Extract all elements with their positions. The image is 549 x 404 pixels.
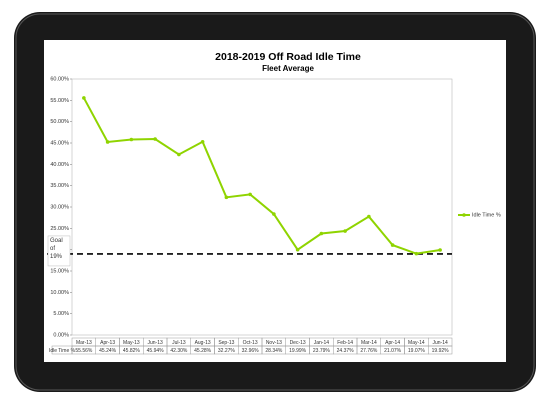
data-point [367,214,371,219]
value-label: 19.99% [289,348,307,354]
legend-marker [462,213,466,217]
data-point [177,152,181,157]
x-tick-label: Jan-14 [314,340,330,346]
value-label: 19.07% [408,348,426,354]
x-tick-label: Jun-13 [147,340,163,346]
y-tick-label: 40.00% [50,162,69,168]
value-label: 45.82% [123,348,141,354]
value-label: 32.27% [218,348,236,354]
x-tick-label: Sep-13 [218,340,234,346]
tablet-edge [15,13,535,391]
table-row-label: Idle Time % [49,348,76,354]
y-tick-label: 55.00% [50,98,69,104]
y-tick-label: 5.00% [53,311,69,317]
value-label: 45.94% [147,348,165,354]
screen [44,40,506,362]
value-label: 19.92% [432,348,450,354]
x-tick-label: May-13 [123,340,140,346]
value-label: 21.07% [384,348,402,354]
data-point [295,247,300,252]
y-tick-label: 45.00% [50,140,69,146]
chart-subtitle: Fleet Average [262,64,314,73]
x-tick-label: Nov-13 [266,340,282,346]
x-tick-label: Apr-13 [100,340,115,346]
x-tick-label: Mar-13 [76,340,92,346]
x-tick-label: Aug-13 [195,340,211,346]
legend-label: Idle Time % [472,212,501,218]
y-tick-label: 50.00% [50,119,69,125]
value-label: 23.79% [313,348,331,354]
data-point [438,248,442,252]
data-point [319,231,324,236]
x-tick-label: Jun-14 [432,340,448,346]
value-label: 55.56% [75,348,93,354]
value-label: 32.96% [242,348,260,354]
goal-label: Goal of 19% [50,237,63,260]
data-point [272,212,276,216]
data-point [129,137,134,142]
data-point [224,195,229,200]
data-point [82,96,86,100]
value-label: 45.28% [194,348,212,354]
value-label: 24.37% [337,348,355,354]
data-point [105,140,110,144]
x-tick-label: Jul-13 [172,340,186,346]
series-line [82,97,441,255]
data-point [200,140,205,144]
x-tick-label: Apr-14 [385,340,400,346]
value-label: 45.24% [99,348,117,354]
y-tick-label: 10.00% [50,290,69,296]
data-point [414,251,419,256]
x-tick-label: Oct-13 [243,340,258,346]
y-tick-label: 25.00% [50,226,69,232]
data-point [390,243,395,247]
value-label: 27.76% [360,348,378,354]
data-point [153,137,157,141]
x-tick-label: Dec-13 [290,340,306,346]
y-tick-label: 60.00% [50,76,69,82]
y-tick-label: 15.00% [50,268,69,274]
data-point [343,229,347,233]
x-tick-label: May-14 [408,340,425,346]
value-label: 28.34% [265,348,283,354]
table-cell [428,345,453,355]
goal-label-box: Goal of 19% [50,237,63,260]
y-tick-label: 30.00% [50,204,69,210]
chart-title: 2018-2019 Off Road Idle Time [215,51,361,63]
goal-box [47,235,71,267]
x-tick-label: Mar-14 [361,340,377,346]
x-tick-label: Feb-14 [337,340,353,346]
y-tick-label: 0.00% [53,332,69,338]
data-point [248,192,252,197]
value-label: 42.30% [170,348,188,354]
y-tick-label: 35.00% [50,183,69,189]
